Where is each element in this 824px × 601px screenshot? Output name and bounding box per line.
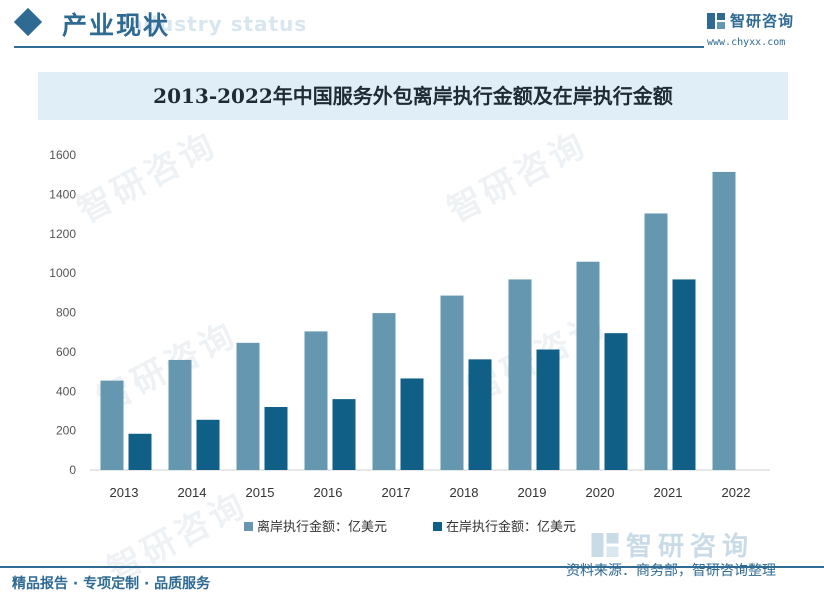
brand-url: www.chyxx.com: [707, 37, 786, 48]
legend-label: 离岸执行金额：亿美元: [257, 519, 387, 534]
bar-onshore: [604, 333, 628, 470]
y-tick-label: 800: [56, 306, 76, 320]
footer-brand: 智研咨询: [590, 526, 754, 563]
bar-offshore: [440, 295, 464, 470]
page-header: Industry status 产业现状 智研咨询 www.chyxx.com: [0, 0, 824, 52]
bar-onshore: [400, 378, 424, 470]
source-note: 资料来源：商务部，智研咨询整理: [566, 563, 776, 579]
legend-swatch: [433, 522, 442, 531]
y-tick-label: 0: [69, 463, 76, 477]
bar-onshore: [196, 419, 220, 470]
footer-divider: [0, 566, 824, 568]
y-axis: 0 200 400 600 800 1000 1200 1400 1600: [49, 148, 76, 477]
y-tick-label: 1000: [49, 266, 76, 280]
bar-offshore: [304, 331, 328, 470]
y-tick-label: 200: [56, 424, 76, 438]
section-title: 产业现状: [62, 11, 171, 40]
x-tick-label: 2017: [382, 485, 411, 500]
bar-onshore: [332, 399, 356, 470]
bar-offshore: [372, 313, 396, 470]
x-tick-label: 2020: [586, 485, 615, 500]
bar-onshore: [536, 349, 560, 470]
legend-swatch: [244, 522, 253, 531]
bar-offshore: [576, 261, 600, 470]
footer-logo-icon: [591, 532, 619, 557]
x-tick-label: 2018: [450, 485, 479, 500]
bar-offshore: [168, 359, 192, 470]
legend: 离岸执行金额：亿美元 在岸执行金额：亿美元: [244, 519, 576, 534]
x-tick-label: 2015: [246, 485, 275, 500]
brand-logo-group: 智研咨询: [706, 10, 794, 31]
legend-label: 在岸执行金额：亿美元: [446, 519, 576, 534]
bar-onshore: [264, 407, 288, 470]
bars: [100, 171, 736, 471]
bar-offshore: [236, 342, 260, 470]
x-tick-label: 2019: [518, 485, 547, 500]
brand-name: 智研咨询: [730, 12, 795, 30]
footer-slogan: 精品报告 · 专项定制 · 品质服务: [12, 576, 211, 592]
bar-offshore: [100, 380, 124, 470]
x-tick-label: 2013: [110, 485, 139, 500]
bar-offshore: [712, 171, 736, 470]
header-ghost-text: Industry status: [120, 12, 308, 36]
bar-onshore: [128, 433, 152, 470]
brand-logo-icon: [707, 12, 725, 29]
footer-brand-name: 智研咨询: [626, 532, 755, 562]
y-tick-label: 1400: [49, 187, 76, 201]
y-tick-label: 1200: [49, 227, 76, 241]
x-tick-label: 2016: [314, 485, 343, 500]
x-tick-label: 2021: [654, 485, 683, 500]
y-tick-label: 400: [56, 384, 76, 398]
header-divider: [14, 46, 704, 48]
x-tick-label: 2022: [722, 485, 751, 500]
y-tick-label: 1600: [49, 148, 76, 162]
bar-onshore: [468, 359, 492, 470]
x-tick-label: 2014: [178, 485, 207, 500]
chart-title-box: 2013-2022年中国服务外包离岸执行金额及在岸执行金额: [38, 72, 788, 120]
x-axis: 2013 2014 2015 2016 2017 2018 2019 2020 2021 2022: [110, 485, 751, 500]
bar-offshore: [644, 213, 668, 471]
chart-title: 2013-2022年中国服务外包离岸执行金额及在岸执行金额: [153, 84, 673, 108]
y-tick-label: 600: [56, 345, 76, 359]
bar-offshore: [508, 279, 532, 470]
bar-onshore: [672, 279, 696, 470]
